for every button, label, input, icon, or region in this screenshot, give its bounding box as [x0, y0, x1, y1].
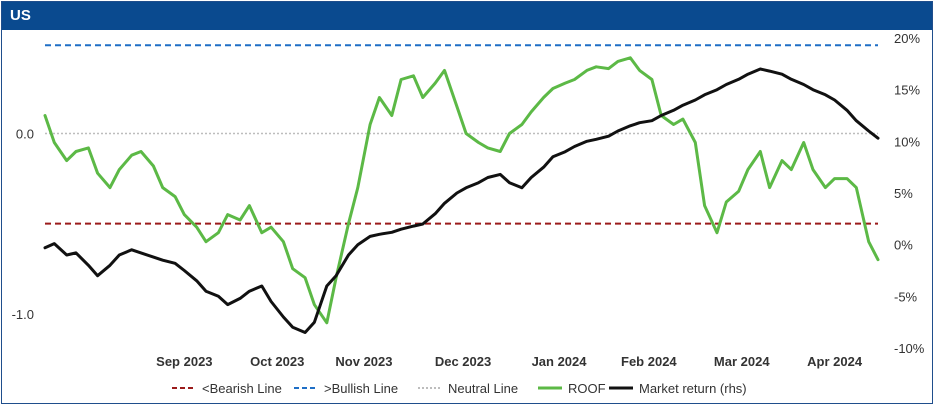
right-axis: 20% 15% 10% 5% 0% -5% -10% — [894, 31, 925, 356]
right-tick-label: 0% — [894, 238, 913, 253]
x-tick-label: Dec 2023 — [435, 354, 491, 369]
left-tick-label: -1.0 — [12, 307, 34, 322]
right-tick-label: 15% — [894, 83, 920, 98]
x-tick-label: Jan 2024 — [532, 354, 588, 369]
market-return-rhs-legend-label: Market return (rhs) — [639, 381, 747, 396]
series-lines — [43, 56, 880, 334]
right-tick-label: 10% — [894, 134, 920, 149]
x-tick-label: Nov 2023 — [335, 354, 392, 369]
neutral-line-legend-label: Neutral Line — [448, 381, 518, 396]
right-tick-label: -10% — [894, 341, 925, 356]
right-tick-label: 20% — [894, 31, 920, 46]
legend: <Bearish Line >Bullish Line Neutral Line RO… — [172, 381, 747, 396]
chart-title: US — [10, 7, 31, 24]
market-return-rhs-series-line — [43, 67, 880, 334]
x-tick-label: Sep 2023 — [156, 354, 212, 369]
roof-legend-label: ROOF — [568, 381, 606, 396]
left-tick-label: 0.0 — [16, 127, 34, 142]
x-tick-label: Oct 2023 — [250, 354, 304, 369]
right-tick-label: -5% — [894, 289, 918, 304]
bullish-line-legend-label: >Bullish Line — [324, 381, 398, 396]
roof-series-line — [43, 56, 880, 325]
x-tick-label: Apr 2024 — [807, 354, 863, 369]
x-tick-label: Feb 2024 — [621, 354, 677, 369]
left-axis: 0.0 -1.0 — [12, 127, 34, 322]
bearish-line-legend-label: <Bearish Line — [202, 381, 282, 396]
right-tick-label: 5% — [894, 186, 913, 201]
reference-lines — [45, 44, 878, 225]
chart-header: US — [2, 2, 932, 30]
x-axis: Sep 2023 Oct 2023 Nov 2023 Dec 2023 Jan 2024… — [156, 354, 863, 369]
x-tick-label: Mar 2024 — [714, 354, 770, 369]
